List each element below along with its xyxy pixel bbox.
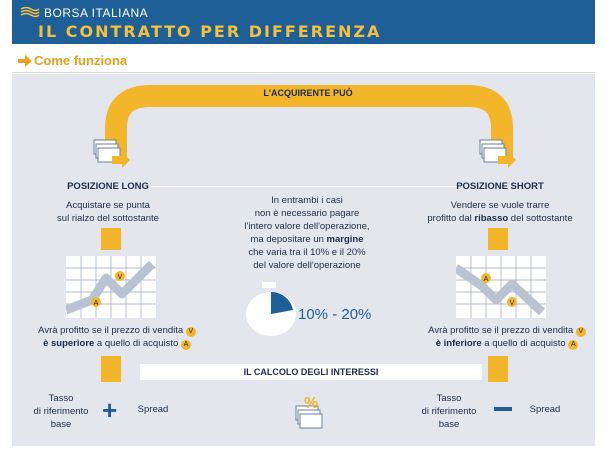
long-profit-text: Avrà profitto se il prezzo di vendita V …	[22, 324, 212, 350]
connector	[488, 228, 508, 250]
section-title: Come funziona	[34, 53, 128, 68]
banknotes-icon	[479, 139, 516, 168]
base-rate-label-left: Tasso di riferimento base	[33, 393, 89, 430]
header-banner	[12, 0, 595, 44]
borsa-logo-icon	[20, 6, 40, 18]
base-rate-label-right: Tasso di riferimento base	[421, 393, 477, 430]
plus-icon: +	[102, 395, 118, 425]
spread-label-left: Spread	[137, 404, 169, 415]
percent-documents-icon: %	[295, 395, 323, 429]
svg-text:V: V	[510, 300, 515, 307]
short-profit-text: Avrà profitto se il prezzo di vendita V …	[412, 324, 602, 350]
divider	[150, 186, 460, 187]
svg-text:V: V	[118, 274, 123, 281]
minus-icon	[494, 407, 512, 411]
banknotes-icon	[93, 139, 130, 168]
margin-explanation: In entrambi i casi non è necessario paga…	[244, 195, 370, 271]
sell-badge: V	[575, 327, 586, 337]
arrow-right-icon	[18, 55, 32, 67]
svg-text:%: %	[304, 395, 318, 412]
short-description: Vendere se vuole trarre profitto dal rib…	[427, 200, 573, 224]
long-description: Acquistare se punta sul rialzo del sotto…	[57, 200, 159, 224]
short-position-title: POSIZIONE SHORT	[456, 181, 544, 192]
buy-badge: A	[568, 340, 579, 350]
long-position-title: POSIZIONE LONG	[67, 181, 149, 192]
section-header	[12, 52, 595, 73]
connector	[101, 228, 121, 250]
margin-range: 10% - 20%	[298, 306, 372, 323]
connector	[488, 356, 508, 382]
piggy-bank-icon	[246, 282, 296, 336]
sell-badge: V	[185, 327, 196, 337]
connector	[101, 356, 121, 382]
brand-name: BORSA ITALIANA	[44, 6, 149, 20]
page-title: IL CONTRATTO PER DIFFERENZA	[38, 22, 382, 41]
line-chart-down-icon: A V	[456, 256, 546, 318]
buyer-can-label: L'ACQUIRENTE PUÒ	[263, 88, 353, 98]
svg-text:A: A	[94, 300, 99, 307]
spread-label-right: Spread	[529, 404, 561, 415]
buy-badge: A	[180, 340, 191, 350]
line-chart-up-icon: A V	[66, 256, 156, 318]
interest-calculation-title: IL CALCOLO DEGLI INTERESSI	[140, 364, 482, 380]
svg-text:A: A	[484, 276, 489, 283]
arch-connector	[105, 85, 513, 160]
